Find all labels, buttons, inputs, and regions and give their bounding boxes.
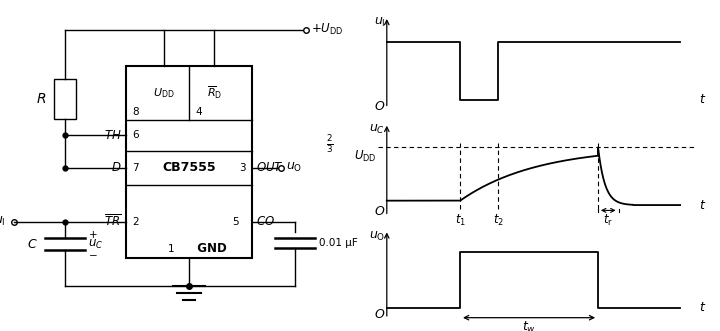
Text: $t$: $t$ xyxy=(699,93,706,106)
Text: $u_C$: $u_C$ xyxy=(89,238,104,251)
Text: $\mathit{U}_{\rm DD}$: $\mathit{U}_{\rm DD}$ xyxy=(153,86,175,100)
Text: CB7555: CB7555 xyxy=(162,162,216,174)
Text: 2: 2 xyxy=(132,217,139,227)
Text: $O$: $O$ xyxy=(374,307,385,321)
Text: $\mathit{R}$: $\mathit{R}$ xyxy=(37,92,47,106)
Text: GND: GND xyxy=(189,242,227,256)
Text: $+\mathit{U}_{\rm DD}$: $+\mathit{U}_{\rm DD}$ xyxy=(312,22,344,37)
Text: $O$: $O$ xyxy=(374,205,385,218)
Text: 0.01 μF: 0.01 μF xyxy=(318,238,357,248)
Text: 5: 5 xyxy=(232,217,239,227)
Text: $-$: $-$ xyxy=(89,249,98,259)
Text: $\mathit{D}$: $\mathit{D}$ xyxy=(111,162,122,174)
Text: $t_1$: $t_1$ xyxy=(454,213,466,228)
Text: 3: 3 xyxy=(239,163,246,173)
Bar xyxy=(54,79,76,119)
Text: $\overline{\mathit{TR}}$: $\overline{\mathit{TR}}$ xyxy=(104,214,122,229)
Text: $O$: $O$ xyxy=(374,100,385,113)
Text: 8: 8 xyxy=(132,107,139,117)
Text: $u_{\rm O}$: $u_{\rm O}$ xyxy=(369,229,385,243)
Text: $t_2$: $t_2$ xyxy=(492,213,504,228)
Text: $t_{\rm r}$: $t_{\rm r}$ xyxy=(603,213,613,228)
Text: $t$: $t$ xyxy=(699,199,706,212)
Text: $u_{\rm I}$: $u_{\rm I}$ xyxy=(0,215,6,228)
Text: $t$: $t$ xyxy=(699,301,706,314)
Text: 7: 7 xyxy=(132,163,139,173)
Text: $\overline{R}_{\rm D}$: $\overline{R}_{\rm D}$ xyxy=(207,85,222,101)
Text: $U_{\rm DD}$: $U_{\rm DD}$ xyxy=(354,149,377,164)
Text: $t_w$: $t_w$ xyxy=(522,320,536,331)
Text: $u_{\rm I}$: $u_{\rm I}$ xyxy=(374,16,385,29)
Text: $+$: $+$ xyxy=(89,229,98,240)
Text: $\frac{2}{3}$: $\frac{2}{3}$ xyxy=(326,133,334,155)
Text: $u_{\rm O}$: $u_{\rm O}$ xyxy=(287,162,302,174)
Text: $\mathit{C}$: $\mathit{C}$ xyxy=(27,238,38,251)
Text: 1: 1 xyxy=(168,244,174,254)
Text: $\mathit{CO}$: $\mathit{CO}$ xyxy=(256,215,275,228)
Text: $\mathit{TH}$: $\mathit{TH}$ xyxy=(104,129,122,142)
Text: $\mathit{OUT}$: $\mathit{OUT}$ xyxy=(256,162,284,174)
Text: $u_C$: $u_C$ xyxy=(369,123,385,136)
Text: 4: 4 xyxy=(196,107,202,117)
Text: 6: 6 xyxy=(132,130,139,140)
Bar xyxy=(126,66,252,258)
